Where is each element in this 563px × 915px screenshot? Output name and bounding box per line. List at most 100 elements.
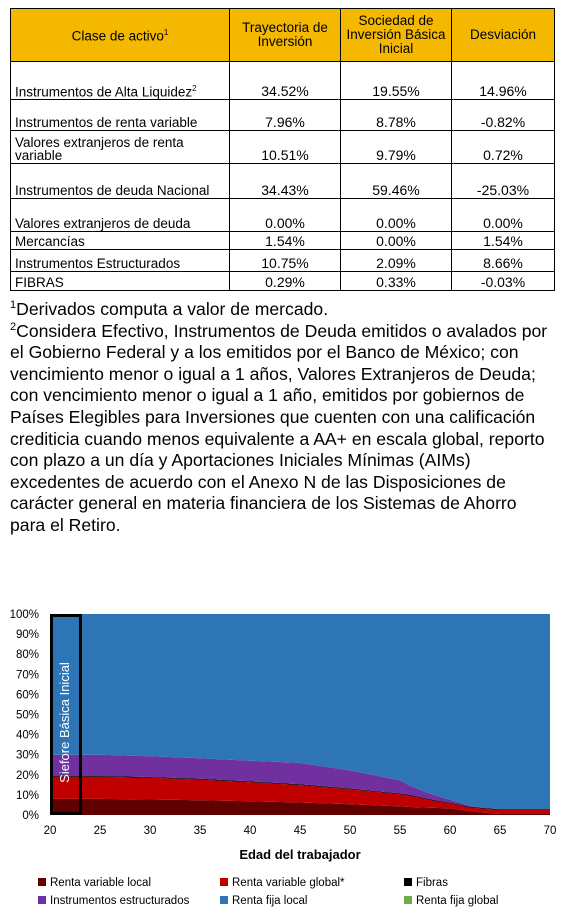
trayectoria-cell: 10.51% bbox=[229, 130, 341, 164]
area-renta-variable-local bbox=[50, 798, 550, 815]
legend-item: Renta variable local bbox=[38, 875, 151, 891]
table-row: Valores extranjeros de deuda 0.00% 0.00% 0.… bbox=[10, 198, 555, 232]
x-tick-label: 45 bbox=[294, 825, 307, 837]
legend-swatch bbox=[404, 895, 412, 904]
y-tick-label: 100% bbox=[10, 609, 39, 621]
asset-name-cell: Instrumentos Estructurados bbox=[10, 249, 230, 272]
basica-cell: 0.33% bbox=[340, 271, 452, 291]
legend-label: Renta fija global bbox=[416, 895, 499, 907]
siefore-basica-inicial-box bbox=[50, 614, 82, 815]
trayectoria-cell: 0.29% bbox=[229, 271, 341, 291]
trayectoria-cell: 0.00% bbox=[229, 198, 341, 232]
y-tick-label: 30% bbox=[16, 750, 39, 762]
header-sociedad-basica: Sociedad de Inversión Básica Inicial bbox=[340, 8, 452, 62]
stacked-areas bbox=[50, 614, 550, 815]
table-row: Instrumentos de renta variable 7.96% 8.78%… bbox=[10, 99, 555, 131]
x-axis-ticks: 20 25 30 35 40 45 50 55 60 65 70 bbox=[44, 825, 557, 837]
legend-label: Renta variable local bbox=[50, 877, 152, 889]
trayectoria-cell: 34.52% bbox=[229, 61, 341, 100]
x-tick-label: 50 bbox=[344, 825, 357, 837]
basica-cell: 2.09% bbox=[340, 249, 452, 272]
table-row: FIBRAS 0.29% 0.33% -0.03% bbox=[10, 271, 555, 291]
asset-name-cell: Instrumentos de renta variable bbox=[10, 99, 230, 131]
desviacion-cell: -0.82% bbox=[451, 99, 555, 131]
legend-swatch bbox=[220, 877, 228, 886]
x-axis-label: Edad del trabajador bbox=[239, 847, 360, 862]
header-desviacion: Desviación bbox=[451, 8, 555, 62]
legend-swatch bbox=[404, 877, 412, 886]
legend-label: Instrumentos estructurados bbox=[50, 895, 190, 907]
desviacion-cell: -0.03% bbox=[451, 271, 555, 291]
legend-item: Renta variable global* bbox=[220, 875, 345, 891]
y-tick-label: 0% bbox=[22, 810, 39, 822]
legend-swatch bbox=[38, 877, 46, 886]
x-tick-label: 60 bbox=[444, 825, 457, 837]
desviacion-cell: 0.72% bbox=[451, 130, 555, 164]
table-row: Instrumentos de Alta Liquidez2 34.52% 19.5… bbox=[10, 61, 555, 100]
trayectoria-cell: 7.96% bbox=[229, 99, 341, 131]
header-trayectoria: Trayectoria de Inversión bbox=[229, 8, 341, 62]
footnotes: 1Derivados computa a valor de mercado. 2… bbox=[10, 299, 555, 537]
basica-cell: 0.00% bbox=[340, 231, 452, 250]
header-asset-class: Clase de activo1 bbox=[10, 8, 230, 62]
legend-item: Renta fija global bbox=[404, 893, 498, 909]
asset-name-cell: FIBRAS bbox=[10, 271, 230, 291]
area-instrumentos-estructurados bbox=[50, 754, 550, 810]
asset-name-cell: Valores extranjeros de deuda bbox=[10, 198, 230, 232]
desviacion-cell: 8.66% bbox=[451, 249, 555, 272]
x-tick-label: 25 bbox=[94, 825, 107, 837]
table-row: Valores extranjeros de renta variable 10.… bbox=[10, 130, 555, 164]
y-tick-label: 10% bbox=[16, 790, 39, 802]
asset-name-cell: Instrumentos de Alta Liquidez2 bbox=[10, 61, 230, 100]
area-renta-variable-global bbox=[50, 776, 550, 814]
x-tick-label: 55 bbox=[394, 825, 407, 837]
legend-item: Renta fija local bbox=[220, 893, 307, 909]
legend-label: Renta variable global* bbox=[232, 877, 345, 889]
table-header-row: Clase de activo1 Trayectoria de Inversió… bbox=[10, 8, 555, 62]
x-tick-label: 65 bbox=[494, 825, 507, 837]
siefore-basica-inicial-label: Siefore Básica Inicial bbox=[57, 662, 72, 783]
x-tick-label: 30 bbox=[144, 825, 157, 837]
legend-label: Fibras bbox=[416, 877, 448, 889]
legend-label: Renta fija local bbox=[232, 895, 308, 907]
legend-swatch bbox=[38, 895, 46, 904]
basica-cell: 59.46% bbox=[340, 163, 452, 199]
table-row: Instrumentos Estructurados 10.75% 2.09% 8.6… bbox=[10, 249, 555, 272]
trayectoria-cell: 1.54% bbox=[229, 231, 341, 250]
desviacion-cell: 1.54% bbox=[451, 231, 555, 250]
asset-name-cell: Instrumentos de deuda Nacional bbox=[10, 163, 230, 199]
footnote-2: 2Considera Efectivo, Instrumentos de Deu… bbox=[10, 320, 548, 535]
table-row: Mercancías 1.54% 0.00% 1.54% bbox=[10, 231, 555, 250]
legend-item: Fibras bbox=[404, 875, 448, 891]
y-tick-label: 40% bbox=[16, 730, 39, 742]
x-tick-label: 70 bbox=[544, 825, 557, 837]
trayectoria-cell: 10.75% bbox=[229, 249, 341, 272]
legend-item: Instrumentos estructurados bbox=[38, 893, 189, 909]
trayectoria-cell: 34.43% bbox=[229, 163, 341, 199]
x-tick-label: 35 bbox=[194, 825, 207, 837]
asset-name-cell: Mercancías bbox=[10, 231, 230, 250]
y-tick-label: 80% bbox=[16, 649, 39, 661]
glide-path-chart: Siefore Básica Inicial 0% 10% 20% 30% 40% 50%… bbox=[10, 609, 557, 862]
x-tick-label: 20 bbox=[44, 825, 57, 837]
footnote-1: 1Derivados computa a valor de mercado. bbox=[10, 299, 329, 319]
x-tick-label: 40 bbox=[244, 825, 257, 837]
desviacion-cell: -25.03% bbox=[451, 163, 555, 199]
y-tick-label: 90% bbox=[16, 629, 39, 641]
y-tick-label: 20% bbox=[16, 770, 39, 782]
y-tick-label: 50% bbox=[16, 710, 39, 722]
asset-allocation-table: Clase de activo1 Trayectoria de Inversió… bbox=[10, 8, 555, 291]
y-axis-ticks: 0% 10% 20% 30% 40% 50% 60% 70% 80% 90% 100% bbox=[10, 609, 39, 822]
desviacion-cell: 14.96% bbox=[451, 61, 555, 100]
legend-swatch bbox=[220, 895, 228, 904]
y-tick-label: 60% bbox=[16, 689, 39, 701]
basica-cell: 0.00% bbox=[340, 198, 452, 232]
basica-cell: 19.55% bbox=[340, 61, 452, 100]
desviacion-cell: 0.00% bbox=[451, 198, 555, 232]
basica-cell: 8.78% bbox=[340, 99, 452, 131]
area-renta-fija-local bbox=[50, 614, 550, 810]
asset-name-cell: Valores extranjeros de renta variable bbox=[10, 130, 230, 164]
basica-cell: 9.79% bbox=[340, 130, 452, 164]
table-row: Instrumentos de deuda Nacional 34.43% 59.4… bbox=[10, 163, 555, 199]
chart-legend: Renta variable local Renta variable globa… bbox=[38, 875, 558, 911]
